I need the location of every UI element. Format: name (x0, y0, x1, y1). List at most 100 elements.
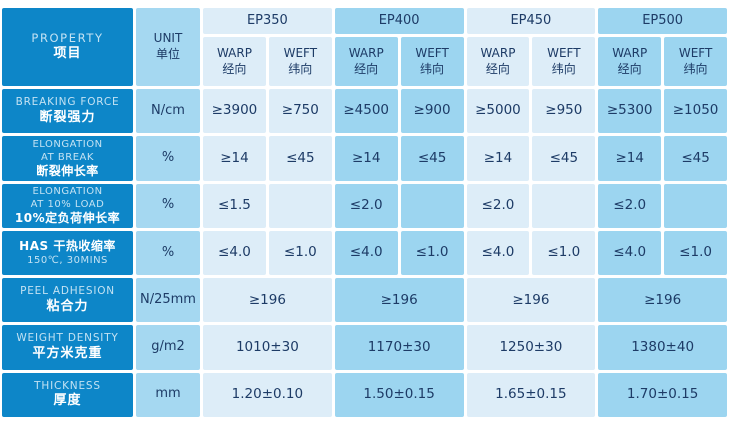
unit-cell: g/m2 (136, 325, 200, 370)
warp-zh: 经向 (354, 61, 379, 76)
row-label-peel-adhesion: PEEL ADHESION 粘合力 (2, 278, 133, 323)
value-cell (532, 183, 596, 228)
value-cell: ≤45 (532, 136, 596, 181)
value-cell: ≥14 (203, 136, 266, 181)
row-label-zh: 平方米克重 (32, 345, 103, 361)
warp-zh: 经向 (617, 61, 642, 76)
row-label-en: BREAKING FORCE (15, 95, 120, 108)
value-cell: 1010±30 (203, 325, 332, 370)
row-label-en: PEEL ADHESION (20, 285, 115, 298)
value-cell: ≤2.0 (466, 183, 530, 228)
row-label-has-shrinkage: HAS 干热收缩率 150℃, 30MINS (2, 230, 133, 276)
value-cell: ≥1050 (664, 89, 727, 134)
weft-en: WEFT (415, 45, 449, 60)
weft-zh: 纬向 (551, 61, 576, 76)
weft-header: WEFT 纬向 (400, 37, 464, 86)
row-label-zh: HAS 干热收缩率 (19, 238, 116, 253)
value-cell: ≥14 (598, 136, 662, 181)
row-label-en: WEIGHT DENSITY (16, 332, 119, 345)
warp-en: WARP (348, 45, 384, 60)
value-cell: ≤1.0 (532, 230, 596, 276)
weft-header: WEFT 纬向 (664, 37, 727, 86)
value-cell: ≥5300 (598, 89, 662, 134)
group-header-ep500: EP500 (598, 8, 727, 34)
weft-zh: 纬向 (683, 61, 708, 76)
unit-cell: % (136, 183, 200, 228)
value-cell: 1380±40 (598, 325, 727, 370)
value-cell (268, 183, 332, 228)
value-cell: 1.20±0.10 (203, 372, 332, 417)
value-cell: ≤2.0 (334, 183, 398, 228)
value-cell: ≤2.0 (598, 183, 662, 228)
value-cell: ≤45 (268, 136, 332, 181)
value-cell: ≤45 (400, 136, 464, 181)
value-cell: 1.50±0.15 (334, 372, 464, 417)
value-cell: ≥3900 (203, 89, 266, 134)
property-header-en: PROPERTY (31, 31, 104, 46)
value-cell: ≤1.0 (268, 230, 332, 276)
row-label-elongation-10-load: ELONGATION AT 10% LOAD 10%定负荷伸长率 (2, 183, 133, 228)
value-cell: ≤45 (664, 136, 727, 181)
value-cell: ≥5000 (466, 89, 530, 134)
row-label-weight-density: WEIGHT DENSITY 平方米克重 (2, 325, 133, 370)
row-label-zh: 断裂伸长率 (36, 163, 99, 178)
row-label-zh: 断裂强力 (39, 109, 96, 125)
value-cell: ≥14 (466, 136, 530, 181)
weft-en: WEFT (283, 45, 318, 60)
property-header-zh: 项目 (53, 46, 82, 62)
unit-cell: N/25mm (136, 278, 200, 323)
row-label-breaking-force: BREAKING FORCE 断裂强力 (2, 89, 133, 134)
row-label-en: ELONGATION (32, 138, 103, 150)
warp-header: WARP 经向 (334, 37, 398, 86)
unit-cell: % (136, 230, 200, 276)
weft-zh: 纬向 (420, 61, 445, 76)
unit-header-cell: UNIT 单位 (136, 8, 200, 86)
weft-zh: 纬向 (288, 61, 313, 76)
row-label-zh: 厚度 (53, 393, 82, 409)
value-cell: ≤4.0 (203, 230, 266, 276)
value-cell: 1170±30 (334, 325, 464, 370)
row-label-zh: 10%定负荷伸长率 (14, 210, 121, 225)
value-cell: ≥196 (203, 278, 332, 323)
spec-table: PROPERTY 项目 UNIT 单位 EP350 EP400 EP450 EP… (2, 8, 727, 417)
row-label-thickness: THICKNESS 厚度 (2, 372, 133, 417)
unit-cell: mm (136, 372, 200, 417)
group-header-ep350: EP350 (203, 8, 332, 34)
value-cell: ≥196 (598, 278, 727, 323)
weft-header: WEFT 纬向 (268, 37, 332, 86)
row-label-en: THICKNESS (34, 379, 101, 392)
unit-header-en: UNIT (153, 31, 183, 46)
value-cell: ≥196 (334, 278, 464, 323)
value-cell: ≥950 (532, 89, 596, 134)
row-label-en: ELONGATION (32, 185, 103, 197)
warp-header: WARP 经向 (598, 37, 662, 86)
weft-en: WEFT (678, 45, 713, 60)
value-cell: ≤1.5 (203, 183, 266, 228)
value-cell: ≥750 (268, 89, 332, 134)
weft-header: WEFT 纬向 (532, 37, 596, 86)
unit-cell: N/cm (136, 89, 200, 134)
value-cell: ≤4.0 (334, 230, 398, 276)
value-cell (664, 183, 727, 228)
warp-en: WARP (480, 45, 516, 60)
row-label-elongation-at-break: ELONGATION AT BREAK 断裂伸长率 (2, 136, 133, 181)
row-label-en: AT 10% LOAD (30, 198, 105, 210)
warp-zh: 经向 (485, 61, 510, 76)
row-label-zh: 粘合力 (46, 298, 89, 314)
group-header-ep400: EP400 (334, 8, 464, 34)
property-header-cell: PROPERTY 项目 (2, 8, 133, 86)
unit-cell: % (136, 136, 200, 181)
value-cell: ≥14 (334, 136, 398, 181)
warp-zh: 经向 (222, 61, 247, 76)
unit-header-zh: 单位 (155, 47, 180, 61)
value-cell: ≤4.0 (598, 230, 662, 276)
weft-en: WEFT (547, 45, 581, 60)
value-cell: 1.70±0.15 (598, 372, 727, 417)
value-cell: ≤1.0 (664, 230, 727, 276)
warp-header: WARP 经向 (203, 37, 266, 86)
group-header-ep450: EP450 (466, 8, 596, 34)
row-label-en: AT BREAK (41, 151, 94, 163)
value-cell (400, 183, 464, 228)
value-cell: 1250±30 (466, 325, 596, 370)
